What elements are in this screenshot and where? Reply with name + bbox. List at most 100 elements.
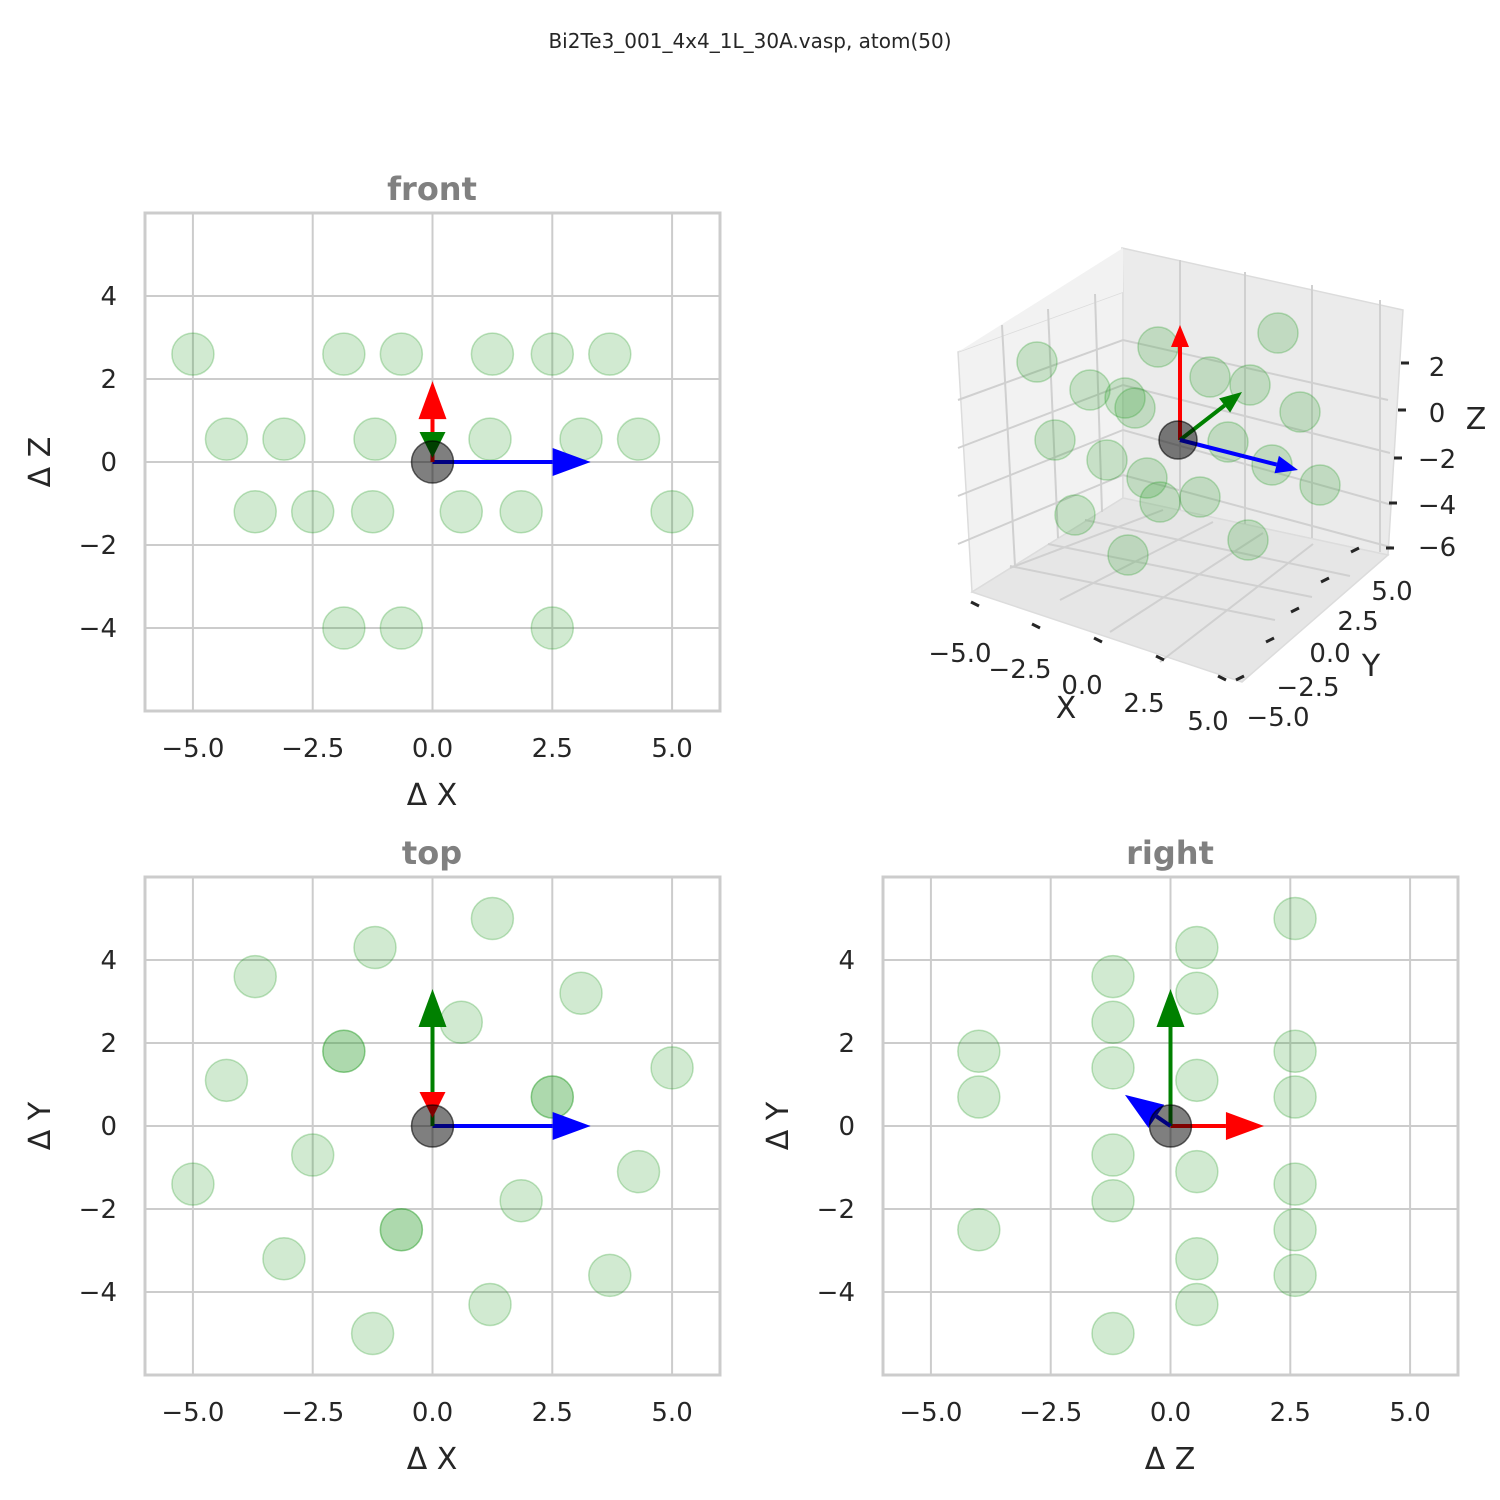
top-atom-point [233, 954, 277, 999]
3d-atoms [1016, 312, 1341, 576]
right-atom-point [1091, 1178, 1135, 1223]
top-x-tick-label: −5.0 [161, 1398, 224, 1428]
3d-y-axis-arrow-head [1219, 392, 1242, 413]
top-plot-frame [143, 875, 722, 1377]
front-atom-point [530, 606, 575, 650]
top-x-tick-label: −2.5 [281, 1398, 344, 1428]
front-plot-area: −5.0 −2.5 0.0 2.5 5.0 4 2 0 −2 −4 [79, 211, 722, 764]
3d-x-axis-arrow-head [1274, 455, 1298, 474]
front-plot-frame [143, 211, 722, 713]
right-y-tick-label: −2 [817, 1195, 855, 1225]
front-atom-point [379, 606, 424, 650]
3d-z-tick-label: 2 [1429, 353, 1446, 383]
top-view-panel: top −5.0 −2.5 0.0 2.5 5.0 4 2 0 −2 −4 Δ X Δ Y [23, 834, 722, 1477]
front-x-tick-label: 0.0 [412, 734, 453, 764]
front-y-tick-label: 0 [100, 448, 117, 478]
top-y-tick-label: −2 [79, 1195, 117, 1225]
right-z-axis-arrow-head [1225, 1112, 1264, 1140]
right-atom-point [1273, 1075, 1317, 1119]
3d-atom-point [1016, 341, 1058, 383]
front-z-axis-arrow-head [418, 381, 447, 420]
3d-view-panel: −5.0−2.50.02.55.0 −5.0−2.50.02.55.020−2−4… [928, 247, 1487, 737]
right-panel-title: right [1126, 834, 1214, 872]
top-atom-point [379, 1208, 424, 1252]
top-atom-point [262, 1237, 306, 1281]
top-atom-point [588, 1253, 632, 1298]
3d-atom-point [1034, 419, 1076, 461]
3d-atom-point [1069, 369, 1111, 411]
right-atom-point [1175, 971, 1219, 1015]
3d-atom-point [1227, 519, 1269, 561]
top-x-axis-label: Δ X [407, 1442, 458, 1477]
top-x-axis-arrow-head [552, 1112, 591, 1140]
3d-gridline [1047, 308, 1059, 539]
right-center-atom [1148, 1104, 1193, 1148]
right-x-tick-label: 2.5 [1270, 1398, 1311, 1428]
top-x-tick-label: 0.0 [412, 1398, 453, 1428]
3d-tick-labels: −5.0−2.50.02.55.0 −5.0−2.50.02.55.020−2−4… [928, 353, 1456, 737]
right-y-axis-label: Δ Y [761, 1101, 796, 1150]
3d-gridline [1009, 509, 1164, 569]
right-x-tick-label: 0.0 [1150, 1398, 1191, 1428]
3d-gridline [957, 473, 1395, 549]
right-x-tick-label: −2.5 [1019, 1398, 1082, 1428]
3d-y-tick-mark [1320, 576, 1330, 584]
right-x-tick-label: −5.0 [899, 1398, 962, 1428]
3d-x-tick-mark [1217, 674, 1227, 682]
3d-atom-point [1207, 421, 1249, 463]
right-atom-point [1091, 954, 1135, 999]
right-view-panel: right −5.0 −2.5 0.0 2.5 5.0 4 2 0 −2 −4 Δ Z Δ Y [761, 834, 1460, 1477]
top-atom-point [350, 1311, 395, 1356]
top-y-axis-label: Δ Y [23, 1101, 58, 1150]
front-view-panel: front −5.0 −2.5 0.0 2.5 5.0 4 2 0 −2 −4 Δ X Δ Z [23, 170, 722, 813]
front-y-axis-label: Δ Z [23, 437, 58, 488]
front-y-tick-label: −4 [79, 614, 117, 644]
front-x-tick-label: −5.0 [161, 734, 224, 764]
right-x-axis-label: Δ Z [1145, 1442, 1196, 1477]
right-atom-point [1273, 1253, 1317, 1298]
top-atom-point [322, 1029, 366, 1074]
top-atom-point [171, 1162, 215, 1206]
top-atom-point [290, 1133, 335, 1177]
front-atom-point [470, 332, 515, 376]
right-atom-point [957, 1208, 1001, 1252]
3d-z-axis-arrow-head [1171, 325, 1189, 347]
front-atom-point [322, 606, 366, 650]
3d-z-axis-label: Z [1466, 402, 1487, 437]
right-atom-point [1273, 1029, 1317, 1074]
front-center-atom [410, 440, 455, 484]
front-y-tick-label: −2 [79, 531, 117, 561]
3d-y-tick-label: −2.5 [1276, 673, 1339, 703]
3d-gridline [1001, 324, 1016, 567]
3d-gridline [957, 383, 1391, 454]
top-atom-point [470, 896, 515, 941]
front-y-tick-label: 4 [100, 282, 117, 312]
top-atom-point [616, 1149, 661, 1194]
3d-y-tick-mark [1265, 636, 1275, 644]
3d-gridline [957, 428, 1393, 506]
3d-gridline [1009, 565, 1276, 621]
right-atom-point [1273, 1162, 1317, 1206]
right-atom-point [1273, 896, 1317, 941]
3d-x-tick-label: −5.0 [928, 639, 991, 669]
front-y-tick-label: 2 [100, 365, 117, 395]
3d-x-tick-label: −2.5 [988, 655, 1051, 685]
3d-y-tick-mark [1235, 674, 1245, 682]
right-atom-point [1091, 1000, 1135, 1044]
right-atom-point [1175, 1237, 1219, 1281]
front-atom-point [468, 417, 512, 461]
3d-y-tick-mark [1290, 606, 1300, 614]
right-atom-point [1091, 1311, 1135, 1356]
front-atom-point [379, 332, 424, 376]
right-atom-point [957, 1029, 1001, 1074]
top-plot-area: −5.0 −2.5 0.0 2.5 5.0 4 2 0 −2 −4 [79, 875, 722, 1428]
top-atom-point [530, 1075, 575, 1119]
right-atom-point [1273, 1208, 1317, 1252]
3d-x-tick-label: 2.5 [1123, 689, 1164, 719]
top-atom-point [353, 925, 397, 970]
3d-atom-point [1107, 534, 1149, 576]
right-plot-frame [881, 875, 1460, 1377]
right-atom-point [957, 1075, 1001, 1119]
top-y-tick-label: 2 [100, 1029, 117, 1059]
